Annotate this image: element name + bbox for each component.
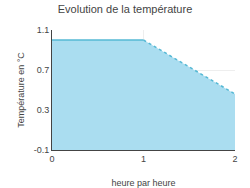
svg-text:heure par heure: heure par heure — [111, 178, 175, 188]
svg-text:0.7: 0.7 — [37, 65, 50, 75]
svg-text:1.1: 1.1 — [37, 25, 50, 35]
svg-text:Température en °C: Température en °C — [16, 52, 26, 128]
svg-text:0.3: 0.3 — [37, 105, 50, 115]
svg-text:-0.1: -0.1 — [34, 145, 50, 155]
svg-text:0: 0 — [49, 154, 54, 164]
svg-text:1: 1 — [141, 154, 146, 164]
svg-text:Evolution de la température: Evolution de la température — [58, 3, 193, 15]
svg-text:2: 2 — [232, 154, 237, 164]
